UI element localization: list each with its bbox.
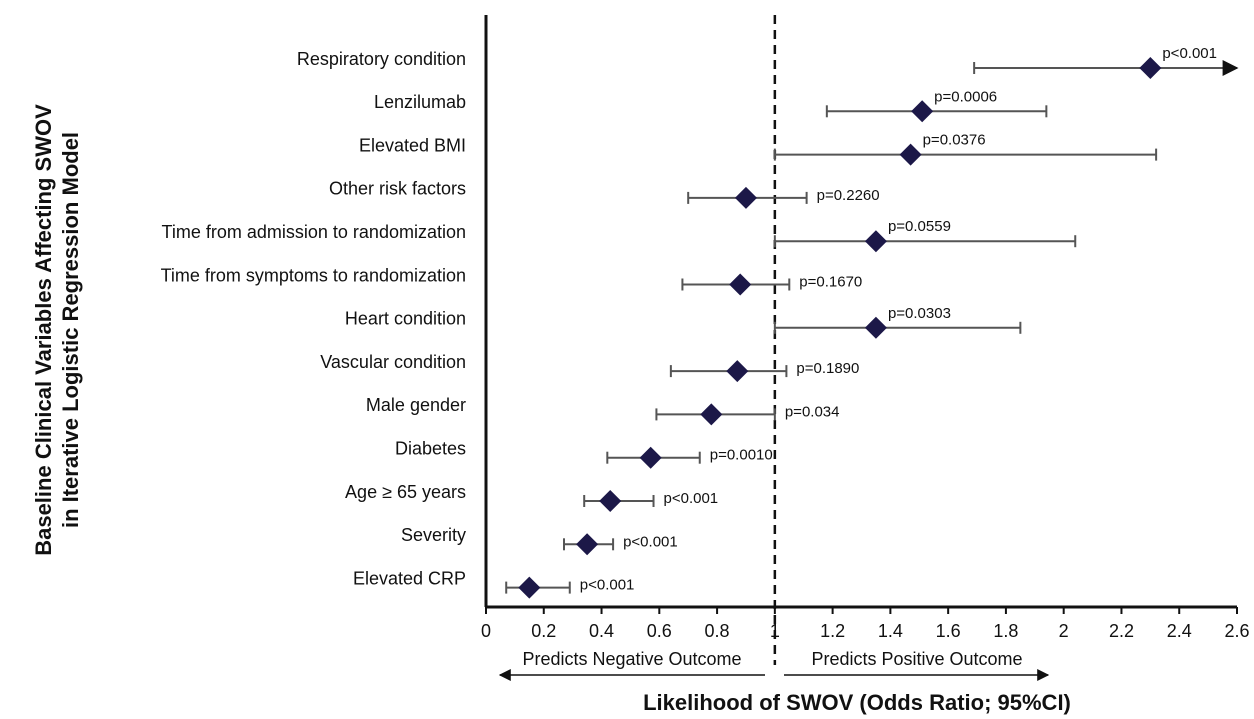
estimate-marker [576, 533, 599, 556]
p-value-label: p<0.001 [664, 490, 719, 507]
y-axis-title: Baseline Clinical Variables Affecting SW… [31, 104, 56, 556]
p-value-label: p<0.001 [623, 533, 678, 550]
x-tick-label: 0.2 [531, 621, 556, 641]
p-value-label: p=0.0006 [934, 88, 997, 105]
y-tick-label: Lenzilumab [374, 92, 466, 112]
y-tick-label: Elevated CRP [353, 568, 466, 588]
estimate-marker [864, 230, 887, 253]
estimate-marker [899, 143, 922, 166]
p-value-label: p=0.1670 [799, 273, 862, 290]
p-value-label: p<0.001 [580, 577, 635, 594]
p-value-label: p=0.034 [785, 403, 840, 420]
x-tick-label: 0.8 [705, 621, 730, 641]
p-value-label: p=0.0376 [923, 132, 986, 149]
y-axis-title: in Iterative Logistic Regression Model [58, 132, 83, 528]
x-tick-label: 1.8 [993, 621, 1018, 641]
y-tick-label: Severity [401, 525, 466, 545]
estimate-marker [911, 100, 934, 123]
y-tick-label: Time from symptoms to randomization [161, 265, 466, 285]
x-tick-label: 2.6 [1224, 621, 1249, 641]
y-tick-label: Heart condition [345, 309, 466, 329]
p-value-label: p=0.0559 [888, 218, 951, 235]
p-value-label: p=0.0303 [888, 305, 951, 322]
x-tick-label: 2 [1059, 621, 1069, 641]
estimate-marker [700, 403, 723, 426]
x-tick-label: 1.4 [878, 621, 903, 641]
x-tick-label: 1.6 [936, 621, 961, 641]
x-tick-label: 1.2 [820, 621, 845, 641]
estimate-marker [518, 576, 541, 599]
estimate-marker [864, 316, 887, 339]
x-tick-label: 0 [481, 621, 491, 641]
x-tick-label: 2.2 [1109, 621, 1134, 641]
estimate-marker [1139, 57, 1162, 79]
y-tick-label: Respiratory condition [297, 49, 466, 69]
y-tick-label: Male gender [366, 395, 466, 415]
x-tick-label: 0.6 [647, 621, 672, 641]
y-tick-label: Vascular condition [320, 352, 466, 372]
p-value-label: p=0.2260 [817, 187, 880, 204]
annotation: Predicts Negative Outcome [522, 649, 741, 669]
x-tick-label: 0.4 [589, 621, 614, 641]
p-value-label: p<0.001 [1162, 45, 1217, 62]
estimate-marker [599, 490, 622, 512]
y-tick-label: Diabetes [395, 438, 466, 458]
annotation: Predicts Positive Outcome [811, 649, 1022, 669]
y-tick-label: Age ≥ 65 years [345, 482, 466, 502]
x-axis-title: Likelihood of SWOV (Odds Ratio; 95%CI) [643, 690, 1071, 715]
estimate-marker [726, 360, 749, 383]
y-tick-label: Other risk factors [329, 179, 466, 199]
y-tick-label: Elevated BMI [359, 135, 466, 155]
p-value-label: p=0.0010 [710, 447, 773, 464]
p-value-label: p=0.1890 [796, 360, 859, 377]
estimate-marker [729, 273, 752, 296]
estimate-marker [734, 186, 757, 209]
estimate-marker [639, 446, 662, 469]
y-tick-label: Time from admission to randomization [162, 222, 466, 242]
x-tick-label: 2.4 [1167, 621, 1192, 641]
